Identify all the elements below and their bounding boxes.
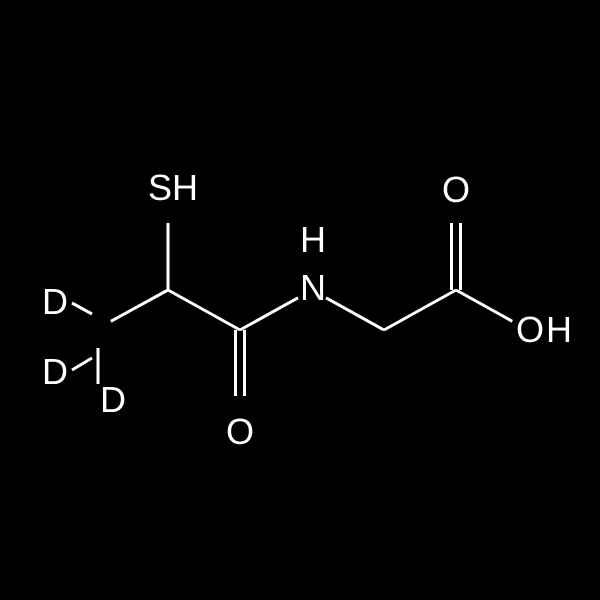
bond-line (72, 358, 92, 370)
atom-label: O (516, 309, 544, 350)
atom-label: D (42, 281, 68, 322)
bond-line (168, 290, 240, 330)
bond-line (456, 290, 512, 321)
bond-line (384, 290, 456, 330)
atom-label: N (300, 267, 326, 308)
atom-label: O (226, 411, 254, 452)
molecule-diagram: SHDDDOHNOOH (0, 0, 600, 600)
atom-label: D (100, 379, 126, 420)
atom-label: H (546, 309, 572, 350)
bond-line (72, 303, 92, 314)
atom-label: SH (148, 167, 198, 208)
bond-line (326, 298, 384, 330)
atom-label: H (300, 219, 326, 260)
bond-line (240, 298, 298, 330)
atom-label: D (42, 351, 68, 392)
atom-label: O (442, 169, 470, 210)
bond-line (111, 290, 168, 321)
